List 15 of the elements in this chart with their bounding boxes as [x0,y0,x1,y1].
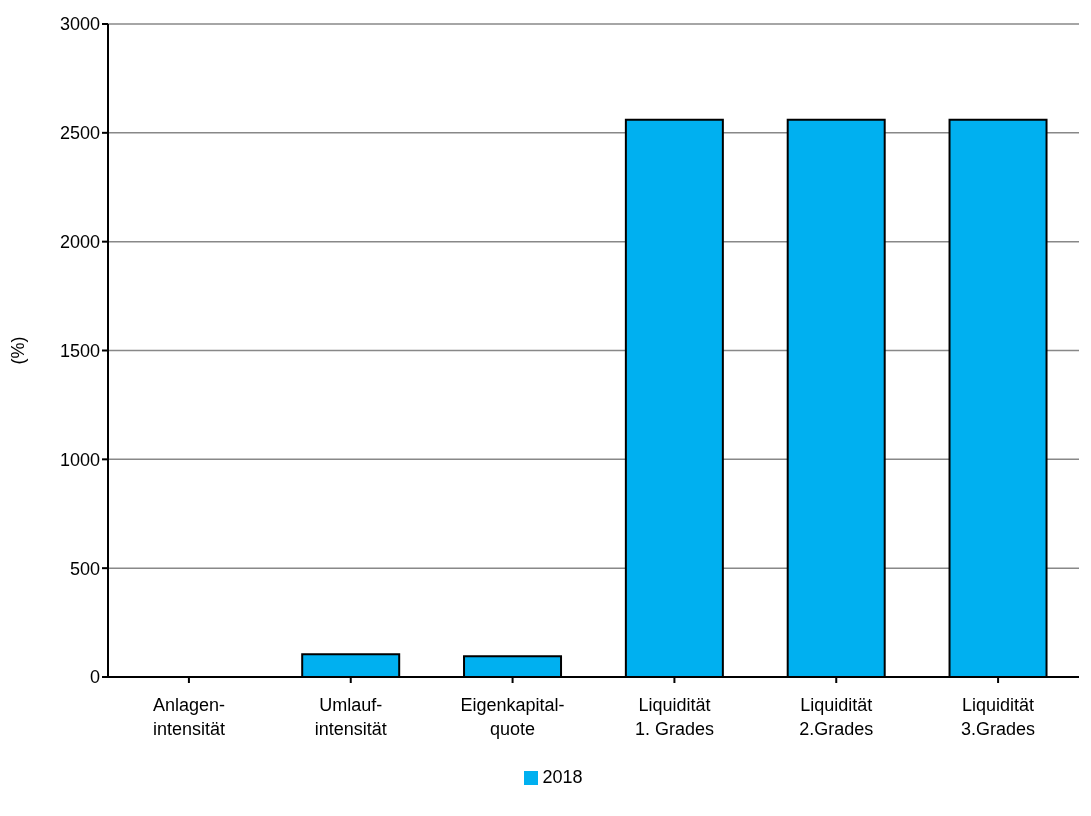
y-tick-label: 500 [69,558,100,579]
legend-label: 2018 [542,767,583,787]
y-tick-label: 1500 [59,340,100,361]
y-tick-label: 1000 [59,449,100,470]
y-tick-label: 2500 [59,123,100,144]
y-tick-label: 2000 [59,232,100,253]
x-tick-label: Liquidität 1. Grades [634,695,714,739]
y-axis-title: (%) [8,336,29,365]
y-tick-label: 0 [89,667,100,688]
x-tick-label: Umlauf- intensität [314,695,387,739]
x-tick-label: Anlagen- intensität [152,695,225,739]
x-tick-label: Eigenkapital- quote [460,695,565,739]
x-tick-label: Liquidität 2.Grades [799,695,874,739]
y-tick-label: 3000 [59,14,100,35]
x-tick-label: Liquidität 3.Grades [961,695,1036,739]
